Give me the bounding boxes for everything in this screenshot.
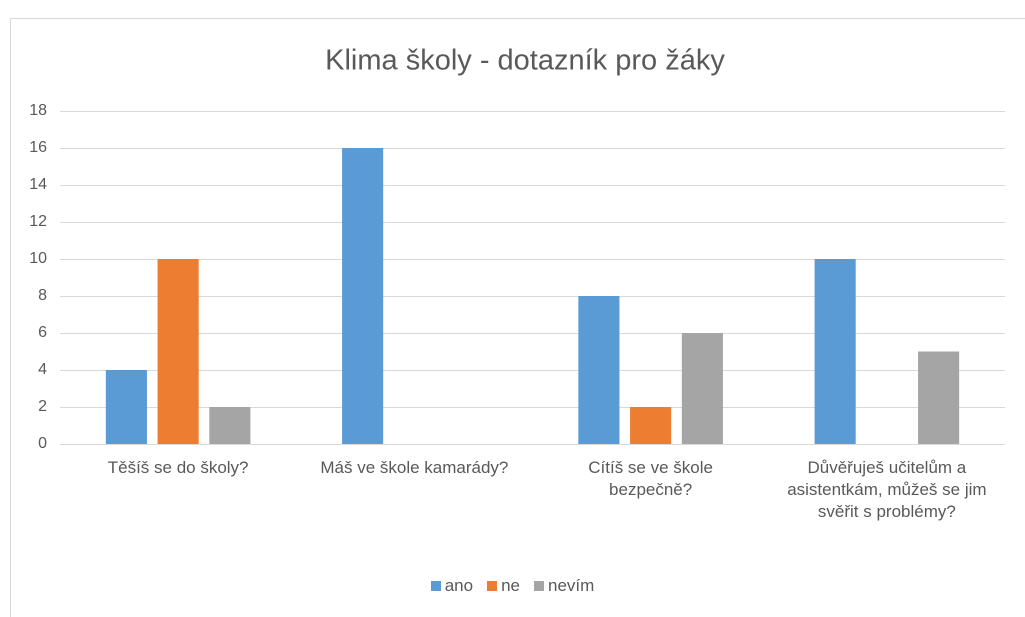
legend-label: ano bbox=[444, 576, 474, 595]
bar bbox=[814, 259, 856, 444]
y-tick-label: 18 bbox=[29, 102, 47, 119]
x-tick-label: Těšíš se do školy? bbox=[107, 458, 249, 477]
legend-swatch bbox=[487, 581, 498, 591]
legend-item: ano bbox=[430, 576, 474, 596]
bar bbox=[342, 148, 384, 444]
x-tick-label: Cítíš se ve škole bezpečně? bbox=[588, 458, 713, 499]
legend: ano ne nevím bbox=[0, 576, 1025, 596]
y-tick-label: 16 bbox=[29, 139, 47, 156]
y-tick-label: 6 bbox=[38, 324, 47, 341]
bar bbox=[918, 351, 960, 444]
legend-item: nevím bbox=[534, 576, 594, 596]
bar bbox=[157, 259, 199, 444]
bar bbox=[630, 407, 672, 444]
bar bbox=[578, 296, 620, 444]
legend-swatch bbox=[430, 581, 441, 591]
y-tick-label: 0 bbox=[38, 435, 47, 452]
y-tick-label: 12 bbox=[29, 213, 47, 230]
legend-item: ne bbox=[487, 576, 520, 596]
bar bbox=[105, 370, 147, 444]
bar bbox=[681, 333, 723, 444]
chart-border bbox=[10, 18, 1025, 617]
y-tick-label: 4 bbox=[38, 361, 47, 378]
x-tick-label: Důvěřuješ učitelům a asistentkám, můžeš … bbox=[787, 458, 987, 521]
legend-label: nevím bbox=[548, 576, 595, 595]
chart-title: Klima školy - dotazník pro žáky bbox=[325, 45, 725, 77]
y-tick-label: 10 bbox=[29, 250, 47, 267]
y-tick-label: 14 bbox=[29, 176, 47, 193]
legend-label: ne bbox=[501, 576, 520, 595]
y-tick-label: 8 bbox=[38, 287, 47, 304]
legend-swatch bbox=[534, 581, 544, 591]
bar bbox=[209, 407, 251, 444]
x-tick-label: Máš ve škole kamarády? bbox=[320, 458, 509, 477]
y-tick-label: 2 bbox=[38, 398, 47, 415]
